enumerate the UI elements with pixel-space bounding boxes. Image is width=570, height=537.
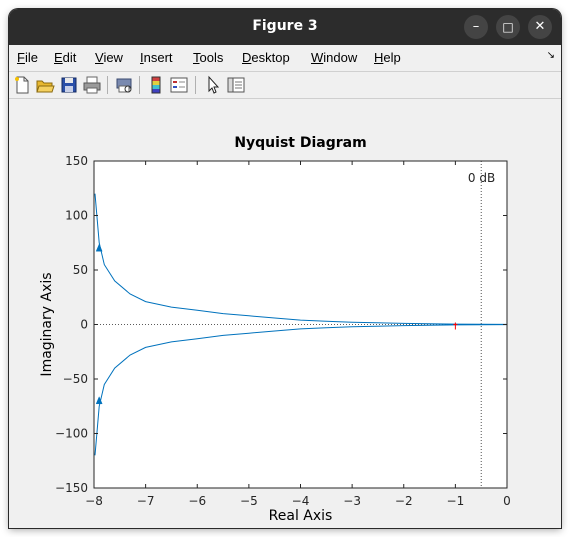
x-tick-label: −2 [395,494,413,508]
figure-window: Figure 3 – □ ✕ File Edit View Insert Too… [9,9,561,528]
menu-view[interactable]: View [95,50,123,65]
menu-insert[interactable]: Insert [140,50,173,65]
x-tick-label: −8 [85,494,103,508]
figure-toolbar [9,72,561,99]
x-tick-label: −3 [343,494,361,508]
axis-ticks: −8 −7 −6 −5 −4 −3 −2 −1 0 −150 −100 −50 0 50 100 150 [55,154,511,508]
minimize-button[interactable]: – [464,15,488,39]
toolbar-separator [139,76,140,94]
direction-arrow [95,243,103,252]
y-tick-label: 150 [65,154,88,168]
menu-file[interactable]: File [17,50,38,65]
chart-title: Nyquist Diagram [234,135,366,151]
y-axis-label: Imaginary Axis [39,272,55,376]
title-bar[interactable]: Figure 3 – □ ✕ [9,9,561,45]
menu-window[interactable]: Window [311,50,358,65]
nyquist-curve-negative-frequency [94,324,508,456]
direction-arrow [95,396,103,405]
y-tick-label: −150 [55,481,88,495]
plot-marks [94,161,508,488]
open-file-icon[interactable] [35,75,55,95]
menu-desktop[interactable]: Desktop [242,50,290,65]
x-axis-label: Real Axis [269,508,333,524]
x-tick-label: −7 [137,494,155,508]
legend-icon[interactable] [169,75,189,95]
plot-area[interactable] [94,161,507,488]
print-preview-icon[interactable] [114,75,134,95]
close-button[interactable]: ✕ [528,15,552,39]
nyquist-curve-positive-frequency [94,193,508,325]
nyquist-plot[interactable]: Nyquist Diagram −8 −7 −6 −5 −4 −3 −2 −1 0 −150 −10… [9,99,561,528]
y-tick-label: −100 [55,427,88,441]
y-tick-label: 0 [80,318,88,332]
zero-db-label: 0 dB [468,171,495,185]
x-tick-label: 0 [503,494,511,508]
menu-bar: File Edit View Insert Tools Desktop Wind… [9,45,561,72]
y-tick-label: 100 [65,209,88,223]
property-inspector-icon[interactable] [226,75,246,95]
maximize-button[interactable]: □ [496,15,520,39]
menu-edit[interactable]: Edit [54,50,77,65]
toolbar-separator [107,76,108,94]
menu-help[interactable]: Help [374,50,401,65]
new-figure-icon[interactable] [12,75,32,95]
menu-tools[interactable]: Tools [193,50,224,65]
toolbar-separator [195,76,196,94]
edit-plot-arrow-icon[interactable] [203,75,223,95]
save-icon[interactable] [59,75,79,95]
x-tick-label: −6 [188,494,206,508]
y-tick-label: −50 [63,372,88,386]
undock-arrow-icon[interactable]: ↘ [546,50,555,61]
x-tick-label: −5 [240,494,258,508]
y-tick-label: 50 [73,263,88,277]
print-icon[interactable] [82,75,102,95]
axes-box [93,160,508,489]
figure-canvas: Nyquist Diagram −8 −7 −6 −5 −4 −3 −2 −1 0 −150 −10… [9,99,561,528]
colorbar-icon[interactable] [146,75,166,95]
window-title: Figure 3 [252,18,318,34]
x-tick-label: −1 [447,494,465,508]
x-tick-label: −4 [292,494,310,508]
